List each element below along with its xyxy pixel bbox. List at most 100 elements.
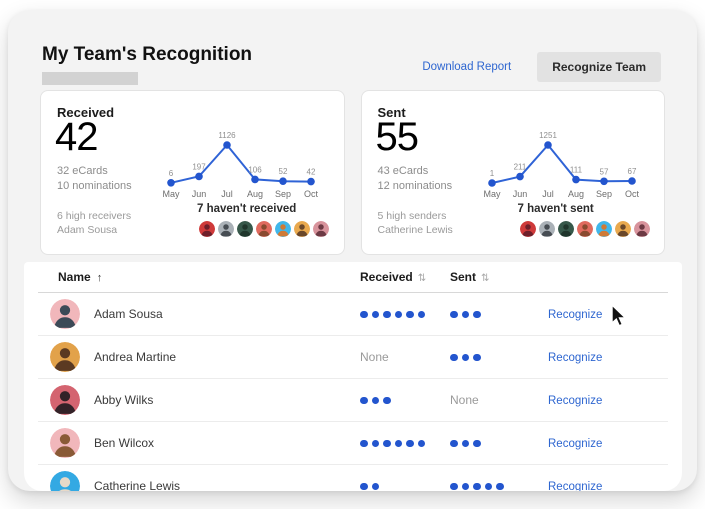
download-report-link[interactable]: Download Report bbox=[422, 61, 512, 73]
table-row: Catherine Lewis Recognize bbox=[38, 465, 668, 491]
svg-text:52: 52 bbox=[279, 167, 288, 176]
sort-toggle-icon[interactable]: ⇅ bbox=[481, 273, 490, 284]
received-card-title: Received bbox=[57, 105, 115, 120]
svg-text:111: 111 bbox=[569, 166, 582, 175]
table-row: Andrea Martine None Recognize bbox=[38, 336, 668, 379]
avatar bbox=[536, 219, 557, 239]
svg-text:Jun: Jun bbox=[192, 189, 207, 199]
dot bbox=[461, 353, 469, 361]
person-avatar-icon bbox=[50, 471, 80, 491]
action-cell: Recognize bbox=[548, 477, 668, 491]
avatar bbox=[517, 219, 538, 239]
dot bbox=[406, 310, 414, 318]
received-column-label: Received bbox=[360, 270, 413, 284]
svg-text:Sep: Sep bbox=[595, 189, 611, 199]
sent-nominations-count: 12 nominations bbox=[377, 180, 453, 192]
member-name: Andrea Martine bbox=[94, 350, 177, 364]
dot bbox=[383, 439, 391, 447]
dot bbox=[371, 396, 379, 404]
table-row: Abby Wilks None Recognize bbox=[38, 379, 668, 422]
svg-text:Sep: Sep bbox=[275, 189, 291, 199]
person-avatar-icon bbox=[275, 221, 291, 237]
column-header-sent[interactable]: Sent ⇅ bbox=[450, 270, 548, 284]
received-cell bbox=[360, 391, 450, 409]
recognize-link[interactable]: Recognize bbox=[548, 395, 603, 407]
name-cell: Adam Sousa bbox=[38, 299, 360, 329]
avatar bbox=[574, 219, 595, 239]
data-point bbox=[251, 175, 259, 184]
sent-card-title: Sent bbox=[377, 105, 406, 120]
dot bbox=[360, 439, 368, 447]
sent-cell: None bbox=[450, 391, 548, 409]
dots-value bbox=[450, 353, 481, 361]
data-point bbox=[167, 179, 175, 187]
dots-value bbox=[360, 396, 391, 404]
sent-cell bbox=[450, 348, 548, 366]
table-row: Ben Wilcox Recognize bbox=[38, 422, 668, 465]
name-column-label: Name bbox=[58, 270, 91, 284]
dots-value bbox=[360, 482, 379, 490]
dot bbox=[371, 439, 379, 447]
sent-trend-chart: 1 May 211 Jun 1251 Jul 111 Aug 57 Sep 67 Oct bbox=[474, 121, 654, 206]
data-point bbox=[543, 141, 552, 149]
dot bbox=[496, 482, 504, 490]
dashboard-card: My Team's Recognition Download Report Re… bbox=[8, 10, 697, 491]
dot bbox=[360, 482, 368, 490]
subtitle-placeholder bbox=[42, 72, 138, 85]
avatar bbox=[50, 299, 80, 329]
sent-cell bbox=[450, 434, 548, 452]
dot bbox=[406, 439, 414, 447]
received-trend-chart: 6 May 197 Jun 1126 Jul 106 Aug 52 Sep 42 Oct bbox=[153, 121, 333, 206]
avatar bbox=[235, 219, 255, 239]
data-point bbox=[223, 141, 231, 149]
recognize-team-button[interactable]: Recognize Team bbox=[537, 52, 661, 82]
svg-text:Jul: Jul bbox=[542, 189, 554, 199]
person-avatar-icon bbox=[519, 221, 536, 237]
avatar bbox=[254, 219, 274, 239]
recognize-link[interactable]: Recognize bbox=[548, 481, 603, 491]
svg-text:57: 57 bbox=[599, 167, 608, 176]
column-header-received[interactable]: Received ⇅ bbox=[360, 270, 450, 284]
person-avatar-icon bbox=[633, 221, 650, 237]
action-cell: Recognize bbox=[548, 305, 668, 323]
svg-text:May: May bbox=[483, 189, 501, 199]
name-cell: Catherine Lewis bbox=[38, 471, 360, 491]
sort-toggle-icon[interactable]: ⇅ bbox=[417, 273, 427, 284]
svg-text:67: 67 bbox=[627, 167, 636, 176]
recognize-link[interactable]: Recognize bbox=[548, 309, 603, 321]
avatar bbox=[216, 219, 236, 239]
dot bbox=[450, 310, 458, 318]
svg-text:197: 197 bbox=[192, 162, 206, 171]
high-senders: 5 high senders Catherine Lewis bbox=[378, 209, 516, 237]
dot bbox=[473, 439, 481, 447]
sent-total: 55 bbox=[375, 115, 419, 159]
svg-text:6: 6 bbox=[169, 169, 174, 178]
data-point bbox=[307, 177, 315, 186]
sort-asc-icon[interactable]: ↑ bbox=[96, 272, 103, 284]
recognize-link[interactable]: Recognize bbox=[548, 352, 603, 364]
dot bbox=[473, 310, 481, 318]
table-body: Adam Sousa Recognize Andrea Martine None Rec… bbox=[24, 293, 682, 491]
dot bbox=[417, 310, 425, 318]
avatar bbox=[50, 428, 80, 458]
table-header: Name ↑ Received ⇅ Sent ⇅ bbox=[38, 262, 668, 293]
column-header-name[interactable]: Name ↑ bbox=[38, 270, 360, 284]
dot bbox=[484, 482, 492, 490]
svg-text:Oct: Oct bbox=[304, 189, 319, 199]
person-avatar-icon bbox=[614, 221, 631, 237]
person-avatar-icon bbox=[50, 428, 80, 458]
person-avatar-icon bbox=[313, 221, 329, 237]
dot bbox=[383, 310, 391, 318]
recognize-link[interactable]: Recognize bbox=[548, 438, 603, 450]
sent-cell bbox=[450, 477, 548, 491]
svg-text:42: 42 bbox=[307, 168, 316, 177]
havent-sent-avatars bbox=[517, 219, 652, 239]
sent-card: Sent 55 43 eCards 12 nominations 1 May 211… bbox=[360, 90, 665, 255]
high-receivers: 6 high receivers Adam Sousa bbox=[57, 209, 195, 237]
received-cell bbox=[360, 434, 450, 452]
member-name: Ben Wilcox bbox=[94, 436, 155, 450]
dot bbox=[360, 396, 368, 404]
action-cell: Recognize bbox=[548, 348, 668, 366]
dot bbox=[450, 482, 458, 490]
avatar bbox=[197, 219, 217, 239]
